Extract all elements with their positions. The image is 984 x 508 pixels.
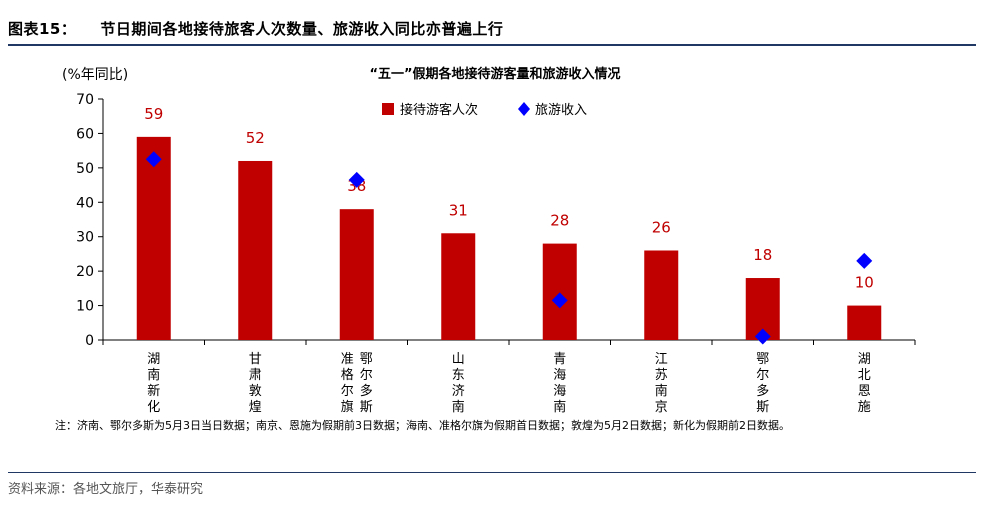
bar [136,136,171,340]
x-tick-label: 斯 [756,400,769,415]
x-tick-label: 东 [452,368,465,383]
x-tick-label: 肃 [249,368,262,383]
diamond-point [551,292,568,309]
y-tick-label: 40 [76,195,94,211]
diamond-point [754,328,771,345]
x-tick-label: 济 [452,384,465,399]
legend-bar-swatch [382,103,394,115]
diamonds [145,151,873,345]
y-tick-label: 30 [76,230,94,246]
x-tick-label: 京 [655,400,668,415]
bar-data-label: 26 [652,218,671,236]
y-tick-label: 70 [76,92,94,108]
x-tick-label: 新 [147,383,160,399]
legend-diamond-swatch [518,102,530,116]
y-tick-label: 10 [76,299,94,315]
bar [847,305,882,340]
x-tick-label: 山 [452,352,465,367]
x-tick-label: 恩 [858,384,871,399]
x-tick-label: 格 [341,367,354,383]
bar [238,160,273,340]
x-tick-label: 鄂 [756,352,769,367]
source-text: 资料来源：各地文旅厅，华泰研究 [8,482,204,497]
y-axis: 0 10 20 30 40 50 60 70 [76,92,104,349]
y-tick-label: 20 [76,264,94,280]
x-tick-label: 海 [553,384,566,399]
x-tick-label: 煌 [249,400,262,415]
x-tick-label: 海 [553,368,566,383]
y-tick-label: 0 [85,333,94,349]
chart: “五一”假期各地接待游客量和旅游收入情况 (%年同比) 0 10 20 30 40 50 6… [62,66,916,415]
chart-note: 注：济南、鄂尔多斯为5月3日当日数据；南京、恩施为假期前3日数据；海南、准格尔旗… [55,419,790,432]
y-tick-label: 50 [76,161,94,177]
legend-bar-label: 接待游客人次 [400,102,478,118]
x-tick-label: 准 [341,352,354,367]
legend: 接待游客人次 旅游收入 [382,102,587,118]
legend-diamond-label: 旅游收入 [535,103,587,118]
bar [542,243,577,340]
x-tick-label: 施 [858,400,871,415]
x-tick-label: 尔 [341,384,354,399]
bar-data-label: 10 [855,274,874,292]
bar [441,233,476,340]
diamond-point [856,252,873,269]
chart-title: “五一”假期各地接待游客量和旅游收入情况 [369,66,620,82]
bar-data-label: 31 [449,201,468,219]
x-tick-label: 青 [553,352,566,367]
x-tick-label: 江 [655,352,668,367]
y-tick-label: 60 [76,126,94,142]
x-tick-label: 苏 [655,367,668,383]
x-tick-label: 湖 [147,352,160,367]
diamond-point [145,151,162,168]
bar [644,250,679,340]
x-tick-label: 旗 [341,399,354,415]
figure-number: 图表15： [8,20,77,38]
figure-title-text: 节日期间各地接待旅客人次数量、旅游收入同比亦普遍上行 [100,20,504,38]
bar [339,209,374,340]
x-tick-label: 尔 [756,368,769,383]
x-tick-label: 多 [756,383,769,399]
x-tick-label: 南 [655,383,668,399]
diamond-point [348,171,365,188]
x-tick-label: 尔 [360,368,373,383]
bar-data-label: 18 [753,246,772,264]
x-tick-label: 斯 [360,400,373,415]
bar-data-label: 52 [246,129,265,147]
x-tick-label: 北 [858,368,871,383]
bar-data-label: 28 [550,212,569,230]
bottom-rule [8,472,976,473]
x-tick-label: 南 [553,399,566,415]
bars: 5952383128261810 [136,105,882,340]
x-tick-label: 甘 [249,352,262,367]
x-tick-label: 敦 [249,383,262,399]
x-tick-label: 湖 [858,352,871,367]
y-unit-label: (%年同比) [62,67,128,83]
x-tick-label: 化 [147,400,160,415]
x-tick-label: 南 [147,367,160,383]
title-rule [8,44,976,46]
x-tick-label: 南 [452,399,465,415]
x-tick-label: 鄂 [360,352,373,367]
figure-title: 图表15： 节日期间各地接待旅客人次数量、旅游收入同比亦普遍上行 [8,18,503,39]
bar-data-label: 59 [144,105,163,123]
x-tick-label: 多 [360,383,373,399]
